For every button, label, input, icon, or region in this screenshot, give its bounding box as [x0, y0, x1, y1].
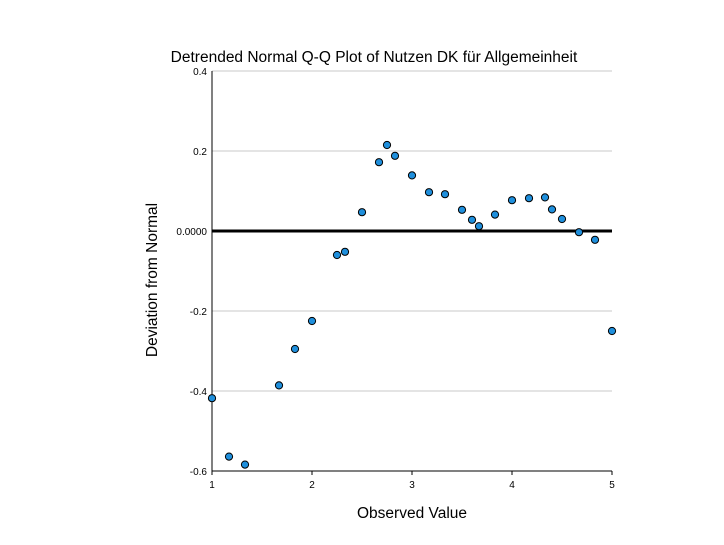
data-point [547, 205, 557, 214]
chart-title: Detrended Normal Q-Q Plot of Nutzen DK f… [171, 49, 578, 66]
data-point [290, 344, 300, 354]
data-point [240, 460, 250, 469]
data-point [467, 215, 477, 224]
data-point [207, 394, 217, 403]
x-tick-labels: 1 2 3 4 5 [209, 471, 615, 491]
data-point [574, 228, 584, 237]
x-tick-label: 3 [409, 480, 415, 491]
data-point [540, 193, 550, 202]
x-tick-label: 4 [509, 480, 515, 491]
data-point [357, 208, 367, 217]
y-tick-label: 0.4 [193, 67, 207, 78]
data-point [457, 205, 467, 214]
x-tick-label: 5 [609, 480, 615, 491]
x-tick-label: 2 [309, 480, 315, 491]
data-point [224, 452, 234, 461]
data-point [307, 316, 317, 326]
x-tick-label: 1 [209, 480, 215, 491]
data-point [424, 188, 434, 197]
data-point [507, 196, 517, 205]
data-point [382, 140, 392, 150]
data-point [474, 222, 484, 231]
data-point [440, 190, 450, 199]
data-point [332, 250, 342, 260]
data-point [374, 158, 384, 167]
y-tick-label: 0.0000 [176, 227, 207, 238]
y-tick-labels: 0.4 0.2 0.0000 -0.2 -0.4 -0.6 [176, 67, 207, 478]
x-axis-title: Observed Value [357, 505, 467, 522]
y-tick-label: -0.6 [190, 467, 208, 478]
data-point [340, 247, 350, 256]
data-point [557, 214, 567, 224]
data-point [274, 381, 284, 390]
data-point [407, 171, 417, 180]
data-point [390, 151, 400, 160]
y-axis-title: Deviation from Normal [144, 203, 161, 357]
y-tick-label: 0.2 [193, 147, 207, 158]
grid-lines [212, 70, 612, 392]
axes [211, 71, 612, 472]
data-point [524, 194, 534, 203]
data-points [207, 140, 617, 469]
data-point [490, 210, 500, 219]
data-point [607, 326, 617, 336]
y-tick-label: -0.4 [190, 387, 208, 398]
y-tick-label: -0.2 [190, 307, 208, 318]
data-point [590, 235, 600, 244]
